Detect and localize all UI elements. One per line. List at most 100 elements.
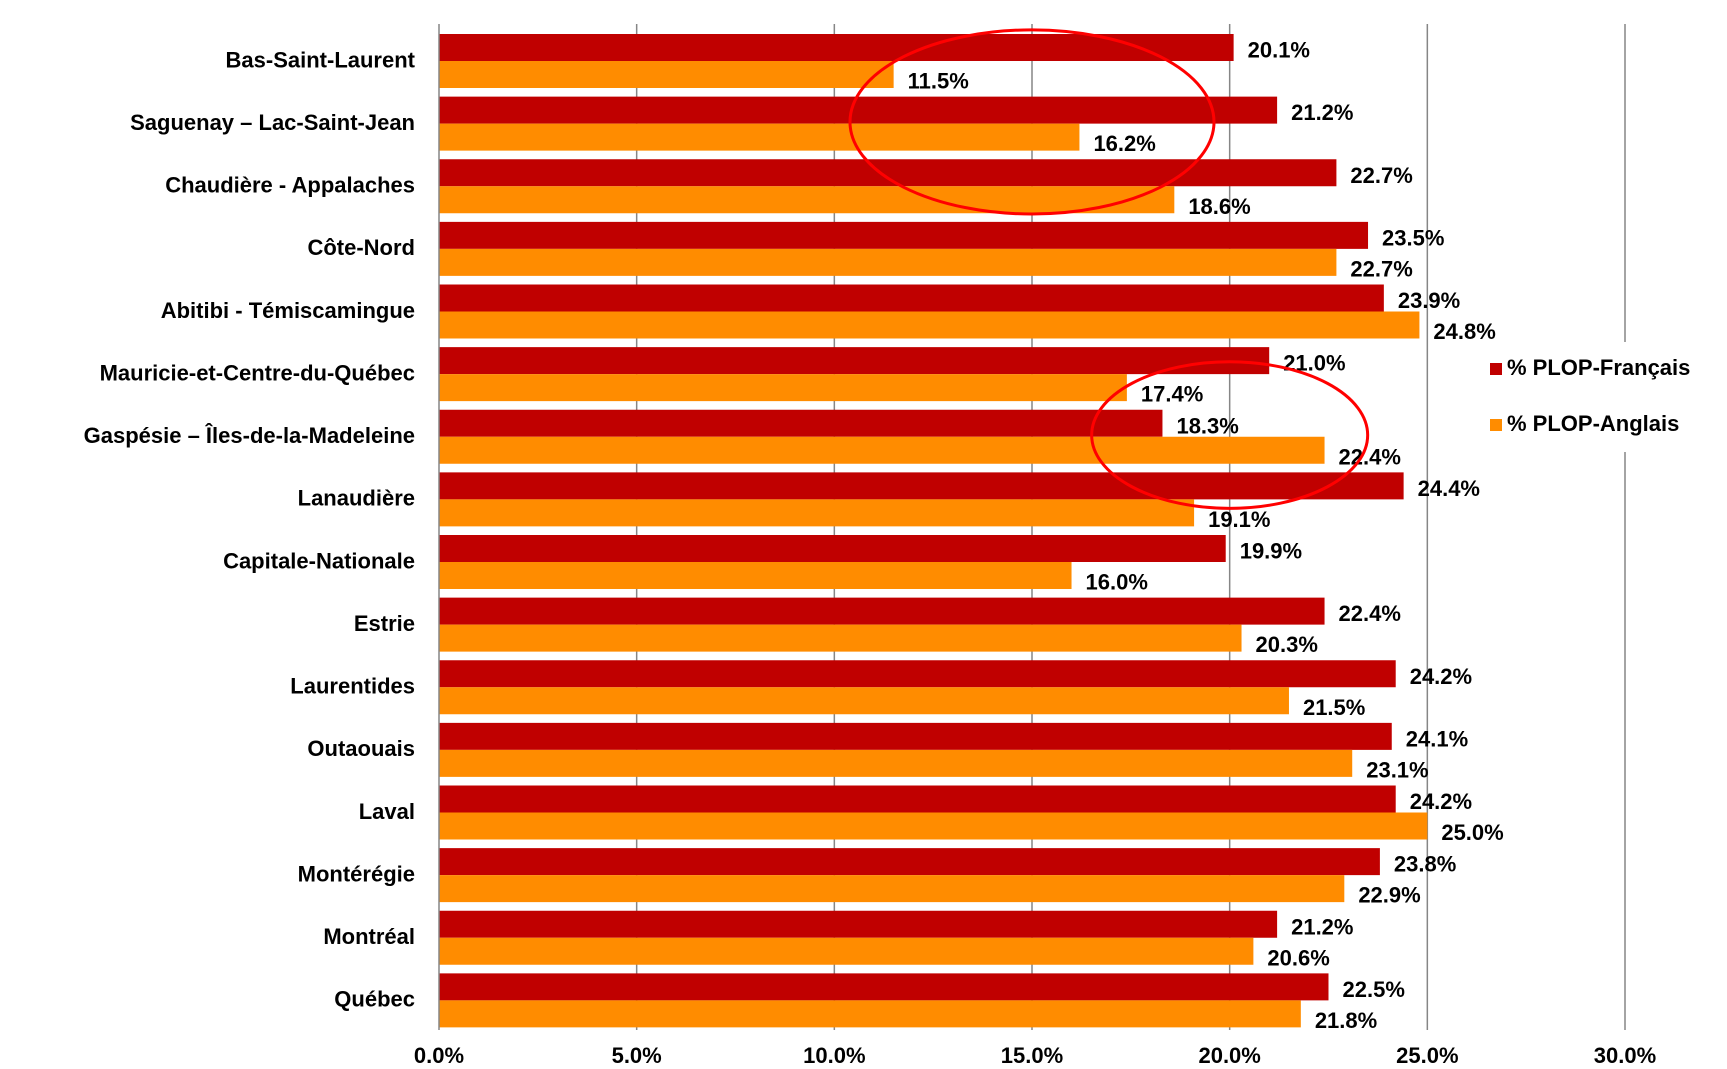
data-label: 16.2% [1093, 131, 1155, 156]
data-label: 24.4% [1418, 476, 1480, 501]
data-label: 16.0% [1086, 570, 1148, 595]
data-label: 11.5% [908, 69, 969, 94]
bar-anglais [439, 499, 1195, 527]
data-label: 19.1% [1208, 507, 1270, 532]
category-label: Gaspésie – Îles-de-la-Madeleine [84, 423, 415, 448]
data-label: 22.4% [1339, 444, 1401, 469]
category-label: Laurentides [290, 674, 415, 699]
data-label: 23.1% [1366, 757, 1428, 782]
category-label: Laval [359, 799, 415, 824]
data-label: 23.8% [1394, 852, 1456, 877]
x-tick-label: 10.0% [803, 1043, 865, 1068]
data-label: 22.7% [1350, 163, 1412, 188]
bar-anglais [439, 1000, 1301, 1028]
bar-anglais [439, 562, 1072, 589]
bars [439, 34, 1428, 1028]
legend-background [1476, 342, 1716, 452]
category-label: Estrie [354, 611, 415, 636]
data-label: 18.6% [1188, 194, 1250, 219]
x-tick-label: 5.0% [612, 1043, 662, 1068]
category-label: Saguenay – Lac-Saint-Jean [130, 110, 415, 135]
data-label: 17.4% [1141, 382, 1203, 407]
legend: % PLOP-Français % PLOP-Anglais [1476, 342, 1716, 452]
legend-label: % PLOP-Français [1507, 355, 1690, 380]
bar-anglais [439, 186, 1175, 214]
data-label: 21.2% [1291, 914, 1353, 939]
bar-francais [439, 910, 1278, 938]
legend-swatch [1490, 363, 1502, 375]
bar-francais [439, 597, 1325, 625]
bar-anglais [439, 248, 1337, 276]
data-label: 21.8% [1315, 1008, 1377, 1033]
highlight-ellipse [1090, 360, 1370, 510]
bar-francais [439, 848, 1380, 876]
data-label: 24.1% [1406, 726, 1468, 751]
data-label: 21.5% [1303, 695, 1365, 720]
bar-anglais [439, 311, 1420, 339]
x-tick-label: 25.0% [1396, 1043, 1458, 1068]
bar-francais [439, 34, 1234, 61]
data-label: 20.3% [1256, 632, 1318, 657]
bar-anglais [439, 123, 1080, 151]
x-tick-label: 30.0% [1594, 1043, 1656, 1068]
bar-anglais [439, 812, 1428, 840]
bar-anglais [439, 624, 1242, 652]
annotations [848, 28, 1370, 510]
category-label: Montérégie [298, 861, 415, 886]
data-label: 22.9% [1358, 883, 1420, 908]
bar-francais [439, 159, 1337, 187]
x-tick-label: 20.0% [1198, 1043, 1260, 1068]
category-label: Côte-Nord [307, 235, 415, 260]
data-label: 22.4% [1339, 601, 1401, 626]
data-label: 22.5% [1343, 977, 1405, 1002]
category-label: Capitale-Nationale [223, 548, 415, 573]
x-axis-tick-labels: 0.0% 5.0% 10.0% 15.0% 20.0% 25.0% 30.0% [414, 1043, 1656, 1068]
bar-francais [439, 785, 1396, 813]
data-label: 24.8% [1433, 319, 1495, 344]
category-label: Montréal [323, 924, 415, 949]
bar-francais [439, 221, 1369, 249]
legend-label: % PLOP-Anglais [1507, 411, 1679, 436]
highlight-ellipse [848, 28, 1216, 216]
bar-anglais [439, 937, 1254, 965]
bar-anglais [439, 374, 1127, 402]
category-label: Mauricie-et-Centre-du-Québec [100, 360, 415, 385]
data-label: 23.9% [1398, 288, 1460, 313]
bar-francais [439, 96, 1278, 124]
category-label: Outaouais [307, 736, 415, 761]
bar-anglais [439, 61, 894, 88]
bar-anglais [439, 687, 1289, 715]
bar-francais [439, 472, 1404, 500]
bar-francais [439, 973, 1329, 1001]
category-label: Québec [334, 987, 415, 1012]
data-label: 20.6% [1267, 945, 1329, 970]
data-label: 18.3% [1176, 413, 1238, 438]
category-label: Bas-Saint-Laurent [226, 47, 416, 72]
category-label: Lanaudière [298, 486, 415, 511]
data-label: 19.9% [1240, 539, 1302, 564]
x-tick-label: 15.0% [1001, 1043, 1063, 1068]
data-label: 21.0% [1283, 351, 1345, 376]
bar-francais [439, 722, 1392, 750]
x-tick-label: 0.0% [414, 1043, 464, 1068]
data-label: 23.5% [1382, 225, 1444, 250]
data-label: 22.7% [1350, 256, 1412, 281]
bar-francais [439, 284, 1384, 312]
bar-anglais [439, 749, 1353, 777]
bar-anglais [439, 436, 1325, 464]
category-labels: Bas-Saint-Laurent Saguenay – Lac-Saint-Je… [84, 47, 416, 1011]
data-label: 24.2% [1410, 664, 1472, 689]
category-label: Chaudière - Appalaches [165, 173, 415, 198]
bar-francais [439, 409, 1163, 437]
legend-swatch [1490, 419, 1502, 431]
category-label: Abitibi - Témiscamingue [161, 298, 415, 323]
data-label: 24.2% [1410, 789, 1472, 814]
bar-francais [439, 660, 1396, 688]
data-label: 21.2% [1291, 100, 1353, 125]
value-labels: 20.1% 11.5% 21.2% 16.2% 22.7% 18.6% 23.5% 22.7%… [908, 38, 1504, 1033]
bar-francais [439, 347, 1270, 375]
bar-francais [439, 535, 1226, 562]
data-label: 20.1% [1248, 38, 1310, 63]
bar-anglais [439, 875, 1345, 903]
